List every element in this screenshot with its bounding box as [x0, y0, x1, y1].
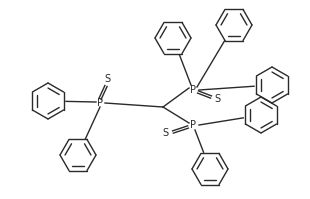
Text: P: P: [97, 98, 103, 108]
Text: P: P: [190, 85, 196, 95]
Text: P: P: [190, 120, 196, 130]
Text: S: S: [104, 74, 110, 84]
Text: S: S: [214, 94, 220, 104]
Text: S: S: [162, 128, 168, 138]
